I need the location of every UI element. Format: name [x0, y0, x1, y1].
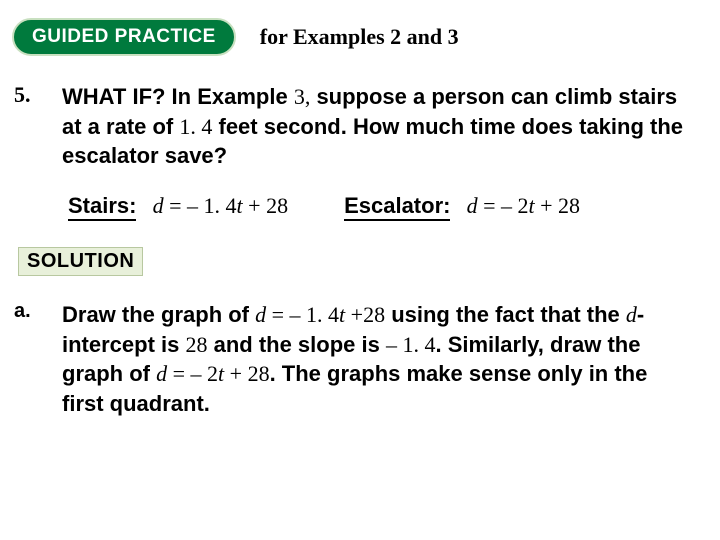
- question-text: WHAT IF? In Example 3, suppose a person …: [62, 82, 692, 171]
- escalator-eq: = – 2: [478, 193, 529, 218]
- a-eq2-tail: + 28: [224, 361, 269, 386]
- answer-block: a. Draw the graph of d = – 1. 4t +28 usi…: [0, 276, 720, 419]
- header-row: GUIDED PRACTICE for Examples 2 and 3: [0, 0, 720, 56]
- question-block: 5. WHAT IF? In Example 3, suppose a pers…: [0, 56, 720, 171]
- stairs-formula: d = – 1. 4t + 28: [153, 193, 288, 218]
- escalator-equation: Escalator: d = – 2t + 28: [344, 193, 580, 219]
- escalator-tail: + 28: [535, 193, 580, 218]
- a-eq1-mid: = – 1. 4: [266, 302, 339, 327]
- stairs-equation: Stairs: d = – 1. 4t + 28: [68, 193, 288, 219]
- question-rate: 1. 4: [179, 114, 212, 139]
- a-eq2-d: d: [156, 361, 167, 386]
- a-dint: d: [626, 302, 637, 327]
- a-t2: using the fact that the: [385, 302, 626, 327]
- for-examples-label: for Examples 2 and 3: [260, 24, 459, 50]
- escalator-formula: d = – 2t + 28: [467, 193, 580, 218]
- a-eq2-mid: = – 2: [167, 361, 218, 386]
- a-v28: 28: [185, 332, 207, 357]
- stairs-d: d: [153, 193, 164, 218]
- guided-practice-pill: GUIDED PRACTICE: [12, 18, 236, 56]
- stairs-tail: + 28: [243, 193, 288, 218]
- a-t4: and the slope is: [207, 332, 385, 357]
- question-lead: WHAT IF? In Example: [62, 84, 294, 109]
- a-slope: – 1. 4: [386, 332, 436, 357]
- escalator-label: Escalator:: [344, 193, 450, 221]
- a-eq1-tail: +28: [351, 302, 385, 327]
- question-number: 5.: [14, 82, 62, 171]
- answer-letter: a.: [14, 300, 62, 419]
- stairs-eq: = – 1. 4: [164, 193, 237, 218]
- question-exnum: 3,: [294, 84, 311, 109]
- answer-text: Draw the graph of d = – 1. 4t +28 using …: [62, 300, 684, 419]
- a-eq1-d: d: [255, 302, 266, 327]
- equations-row: Stairs: d = – 1. 4t + 28 Escalator: d = …: [0, 171, 720, 219]
- stairs-label: Stairs:: [68, 193, 136, 221]
- a-t1: Draw the graph of: [62, 302, 255, 327]
- escalator-d: d: [467, 193, 478, 218]
- solution-label: SOLUTION: [18, 247, 143, 276]
- a-eq1-t: t: [339, 302, 351, 327]
